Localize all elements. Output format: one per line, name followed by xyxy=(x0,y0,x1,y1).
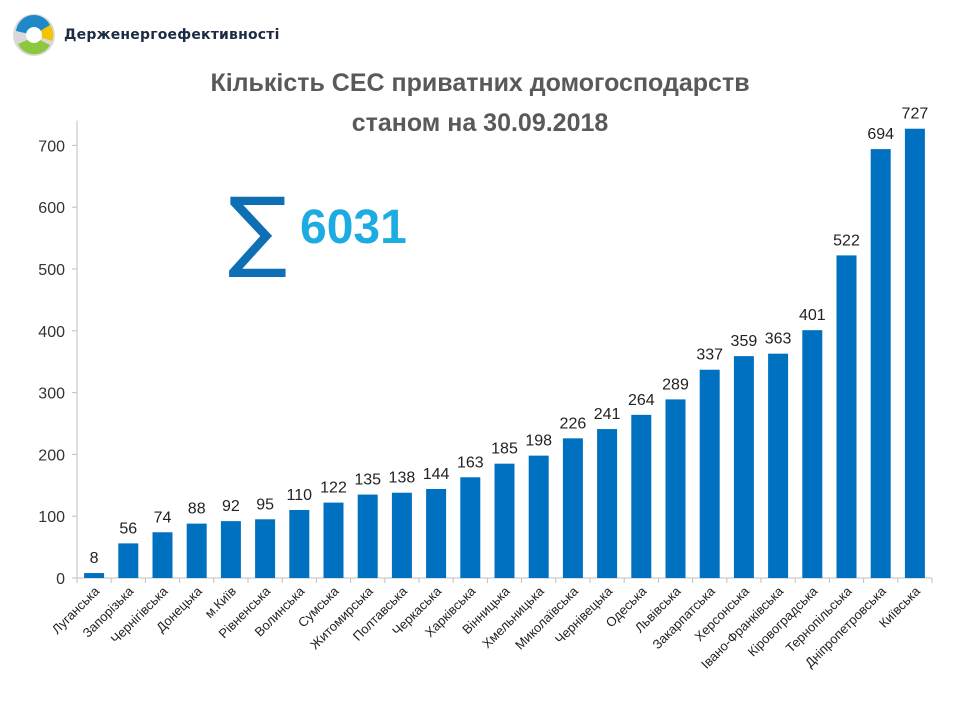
bar xyxy=(186,523,207,578)
y-tick-label: 300 xyxy=(38,386,65,403)
chart-title: Кількість СЕС приватних домогосподарств xyxy=(210,69,750,97)
bar xyxy=(357,494,378,578)
bar xyxy=(84,573,105,578)
data-label: 694 xyxy=(867,126,894,143)
y-tick-label: 400 xyxy=(38,324,65,341)
data-label: 401 xyxy=(799,307,826,324)
total-value: 6031 xyxy=(300,201,407,254)
brand-name: Держенергоефективності xyxy=(64,27,280,43)
data-label: 95 xyxy=(256,496,274,513)
chart-data-labels: 8 56 74 88 92 95 110 122 135 138 144 163 185 198 226 24… xyxy=(90,106,929,567)
y-tick-label: 100 xyxy=(38,509,65,526)
data-label: 185 xyxy=(491,441,518,458)
data-label: 226 xyxy=(560,415,587,432)
brand-emblem-icon xyxy=(13,14,55,56)
data-label: 8 xyxy=(90,550,99,567)
y-tick-label: 700 xyxy=(38,138,65,155)
bar xyxy=(323,502,344,578)
data-label: 163 xyxy=(457,454,484,471)
data-label: 727 xyxy=(902,106,929,123)
bar xyxy=(562,438,583,578)
bar xyxy=(289,510,310,578)
data-label: 522 xyxy=(833,232,860,249)
data-label: 359 xyxy=(731,333,758,350)
bar xyxy=(836,255,857,579)
bar xyxy=(802,330,823,578)
y-tick-label: 200 xyxy=(38,447,65,464)
bar xyxy=(152,532,173,578)
data-label: 198 xyxy=(525,433,552,450)
bar xyxy=(768,353,789,578)
data-label: 241 xyxy=(594,406,621,423)
bar xyxy=(118,543,139,578)
data-label: 88 xyxy=(188,501,206,518)
data-label: 289 xyxy=(662,376,689,393)
bar xyxy=(699,369,720,578)
sigma-icon: ∑ xyxy=(228,178,288,281)
data-label: 110 xyxy=(287,487,313,504)
y-tick-label: 0 xyxy=(56,571,65,588)
data-label: 138 xyxy=(389,470,416,487)
y-tick-label: 600 xyxy=(38,200,65,217)
data-label: 264 xyxy=(628,392,655,409)
data-label: 56 xyxy=(119,520,137,537)
bar xyxy=(528,455,549,578)
bar xyxy=(255,519,276,578)
bar xyxy=(597,429,618,578)
data-label: 122 xyxy=(320,480,347,497)
bar xyxy=(494,463,515,578)
data-label: 92 xyxy=(222,498,240,515)
data-label: 337 xyxy=(696,347,723,364)
bar xyxy=(631,414,652,578)
chart-axes: 0 100 200 300 400 500 600 700 xyxy=(38,120,933,588)
data-label: 144 xyxy=(423,466,450,483)
bar xyxy=(426,489,447,578)
bar xyxy=(460,477,481,578)
bar xyxy=(220,521,241,578)
bar xyxy=(733,356,754,578)
brand-logo: Держенергоефективності xyxy=(10,10,280,60)
chart-subtitle: станом на 30.09.2018 xyxy=(351,109,609,137)
y-tick-label: 500 xyxy=(38,262,65,279)
bar xyxy=(904,128,925,579)
data-label: 74 xyxy=(154,509,172,526)
bar xyxy=(665,399,686,578)
data-label: 363 xyxy=(765,331,792,348)
data-label: 135 xyxy=(354,472,381,489)
bar xyxy=(870,149,891,578)
bar xyxy=(391,492,412,578)
chart-category-labels: ЛуганськаЗапорізькаЧернігівськаДонецькам… xyxy=(49,583,924,672)
chart-bars xyxy=(84,128,925,579)
